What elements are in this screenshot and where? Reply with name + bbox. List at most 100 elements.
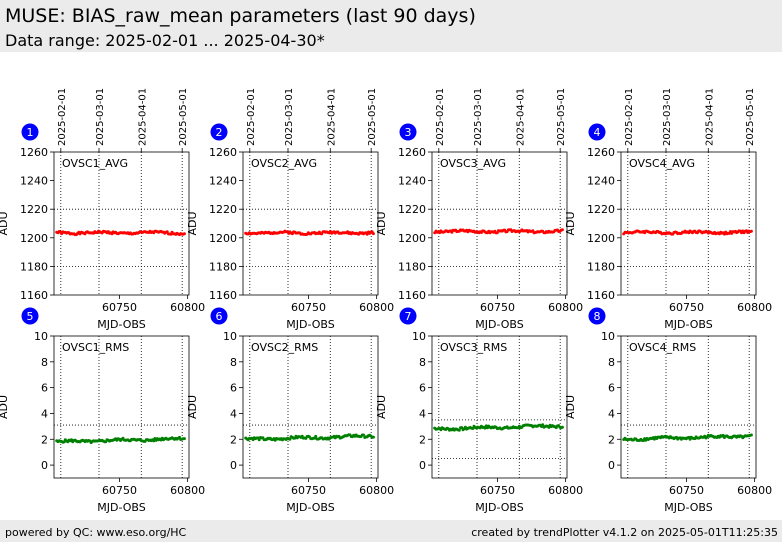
y-tick-label: 1160 — [20, 289, 48, 302]
date-tick-label: 2025-05-01 — [367, 88, 378, 146]
chart-panel-ovsc3-rms: 0 2 4 6 8 10 60750 60800 MJD-OBS ADU OVSC3_RMS 7 — [375, 307, 583, 514]
data-point — [182, 437, 186, 441]
y-tick-label: 10 — [412, 330, 426, 343]
plot-frame — [620, 151, 757, 296]
y-tick-label: 6 — [419, 382, 426, 395]
x-tick-label: 60800 — [170, 484, 205, 497]
data-point — [257, 438, 261, 442]
date-tick-label: 2025-02-01 — [624, 88, 635, 146]
x-tick-label: 60750 — [480, 301, 515, 314]
panel-number-badge — [399, 307, 417, 325]
y-axis-label: ADU — [375, 395, 388, 419]
data-point — [371, 232, 375, 236]
data-point — [541, 423, 545, 427]
y-axis-label: ADU — [0, 395, 10, 419]
chart-panel-ovsc3-avg: 1160 1180 1200 1220 1240 1260 60750 60800 MJD-OB… — [375, 88, 583, 331]
y-tick-label: 2 — [41, 433, 48, 446]
y-axis-label: ADU — [0, 211, 10, 235]
y-tick-label: 1220 — [209, 203, 237, 216]
y-tick-label: 8 — [419, 356, 426, 369]
x-tick-label: 60800 — [170, 301, 205, 314]
y-axis-label: ADU — [186, 395, 199, 419]
y-tick-label: 0 — [608, 459, 615, 472]
y-tick-label: 6 — [230, 382, 237, 395]
y-tick-label: 1160 — [587, 289, 615, 302]
x-axis-label: MJD-OBS — [475, 501, 523, 514]
panel-number-badge — [588, 123, 606, 141]
data-point — [560, 425, 564, 429]
y-tick-label: 1200 — [398, 232, 426, 245]
x-tick-label: 60800 — [359, 301, 394, 314]
x-tick-label: 60800 — [359, 484, 394, 497]
x-tick-label: 60750 — [291, 301, 326, 314]
y-axis-label: ADU — [564, 211, 577, 235]
x-tick-label: 60800 — [737, 484, 772, 497]
y-tick-label: 6 — [608, 382, 615, 395]
y-axis-label: ADU — [186, 211, 199, 235]
x-tick-label: 60750 — [102, 301, 137, 314]
panel-number-label: 5 — [27, 310, 34, 323]
chart-panel-ovsc2-avg: 1160 1180 1200 1220 1240 1260 60750 60800 MJD-OB… — [186, 88, 394, 331]
panel-number-badge — [399, 123, 417, 141]
y-tick-label: 0 — [230, 459, 237, 472]
y-tick-label: 10 — [223, 330, 237, 343]
x-axis-label: MJD-OBS — [286, 501, 334, 514]
data-point — [371, 435, 375, 439]
y-tick-label: 6 — [41, 382, 48, 395]
plot-frame — [242, 335, 379, 479]
data-point — [457, 428, 461, 432]
panel-number-badge — [210, 307, 228, 325]
date-tick-label: 2025-04-01 — [326, 88, 337, 146]
date-tick-label: 2025-03-01 — [662, 88, 673, 146]
y-tick-label: 1260 — [587, 146, 615, 159]
data-point — [362, 433, 365, 437]
data-point — [547, 425, 551, 429]
y-tick-label: 1180 — [20, 260, 48, 273]
report-header: MUSE: BIAS_raw_mean parameters (last 90 … — [0, 0, 782, 52]
plot-frame — [431, 335, 568, 479]
x-axis-label: MJD-OBS — [97, 318, 145, 331]
y-tick-label: 1240 — [398, 175, 426, 188]
panel-number-badge — [21, 123, 39, 141]
date-tick-label: 2025-02-01 — [57, 88, 68, 146]
panel-number-badge — [588, 307, 606, 325]
panel-number-label: 3 — [405, 126, 412, 139]
panel-title: OVSC1_AVG — [62, 157, 128, 170]
panel-number-badge — [210, 123, 228, 141]
date-tick-label: 2025-05-01 — [745, 88, 756, 146]
plot-frame — [53, 335, 190, 479]
plot-frame — [242, 151, 379, 296]
x-axis-label: MJD-OBS — [664, 501, 712, 514]
data-point — [62, 440, 66, 444]
y-tick-label: 0 — [41, 459, 48, 472]
chart-panel-ovsc4-avg: 1160 1180 1200 1220 1240 1260 60750 60800 MJD-OB… — [564, 88, 772, 331]
panel-number-label: 6 — [216, 310, 223, 323]
data-point — [560, 228, 564, 232]
panel-number-label: 4 — [594, 126, 601, 139]
plot-frame — [53, 151, 190, 296]
date-tick-label: 2025-03-01 — [284, 88, 295, 146]
y-tick-label: 1220 — [20, 203, 48, 216]
date-tick-label: 2025-05-01 — [556, 88, 567, 146]
panel-number-label: 2 — [216, 126, 223, 139]
date-tick-label: 2025-02-01 — [435, 88, 446, 146]
y-tick-label: 4 — [230, 407, 237, 420]
panel-title: OVSC4_AVG — [629, 157, 695, 170]
data-point — [314, 434, 318, 438]
y-tick-label: 2 — [230, 433, 237, 446]
y-tick-label: 1260 — [209, 146, 237, 159]
y-tick-label: 4 — [608, 407, 615, 420]
panel-title: OVSC3_AVG — [440, 157, 506, 170]
page-title: MUSE: BIAS_raw_mean parameters (last 90 … — [5, 5, 476, 27]
y-tick-label: 1200 — [20, 232, 48, 245]
y-tick-label: 4 — [419, 407, 426, 420]
y-tick-label: 1180 — [398, 260, 426, 273]
y-tick-label: 1200 — [209, 232, 237, 245]
chart-panel-ovsc1-avg: 1160 1180 1200 1220 1240 1260 60750 60800 MJD-OB… — [0, 88, 205, 331]
x-tick-label: 60750 — [291, 484, 326, 497]
y-tick-label: 1240 — [20, 175, 48, 188]
y-axis-label: ADU — [375, 211, 388, 235]
x-tick-label: 60750 — [480, 484, 515, 497]
